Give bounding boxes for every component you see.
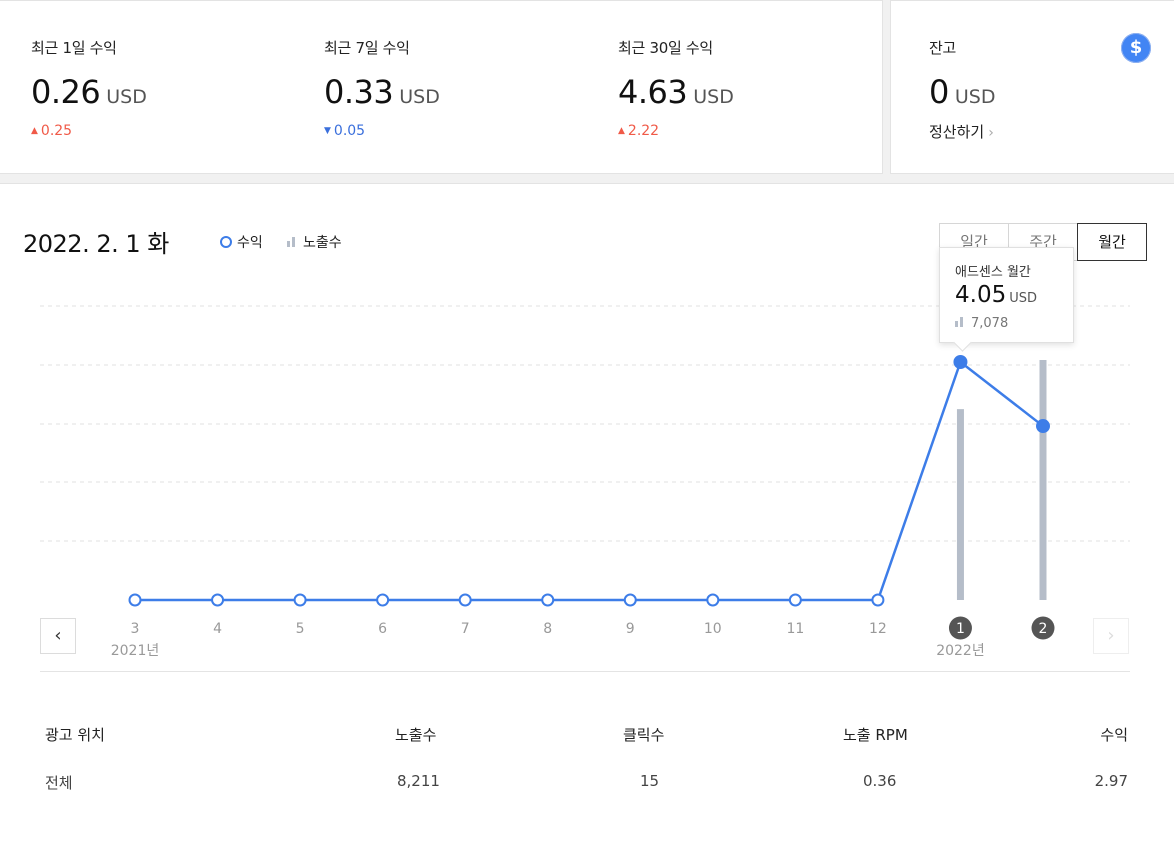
legend-revenue-label: 수익 — [237, 235, 263, 251]
stat-unit: USD — [693, 86, 734, 108]
tick-highlight — [1031, 616, 1055, 640]
triangle-down-icon: ▼ — [324, 126, 331, 136]
revenue-point — [871, 593, 885, 607]
prev-period-button[interactable]: ‹ — [40, 618, 76, 654]
stat-1d: 최근 1일 수익 0.26 USD ▲ 0.25 — [31, 37, 147, 139]
tooltip-impressions-value: 7,078 — [971, 316, 1009, 331]
circle-icon — [220, 236, 232, 248]
table-header-placement: 광고 위치 — [45, 726, 105, 744]
revenue-point — [1036, 419, 1050, 434]
revenue-point — [706, 593, 720, 607]
tooltip-title: 애드센스 월간 — [955, 265, 1031, 280]
x-tick-label: 9 — [626, 621, 635, 637]
stats-card: 최근 1일 수익 0.26 USD ▲ 0.25 최근 7일 수익 0.33 USD … — [0, 0, 883, 174]
revenue-point — [211, 593, 225, 607]
triangle-up-icon: ▲ — [618, 126, 625, 136]
chevron-right-icon: › — [1107, 625, 1115, 646]
revenue-point — [458, 593, 472, 607]
stat-change: ▼ 0.05 — [324, 123, 365, 139]
stat-value: 4.63 USD — [618, 73, 734, 111]
table-cell-placement: 전체 — [45, 774, 73, 792]
impression-bar — [956, 409, 964, 600]
stat-number: 0.33 — [324, 73, 394, 111]
x-tick-label: 8 — [543, 621, 552, 637]
date-title: 2022. 2. 1 화 — [23, 230, 169, 258]
stat-unit: USD — [106, 86, 147, 108]
table-header-rpm: 노출 RPM — [843, 726, 908, 744]
settle-link[interactable]: 정산하기 › — [929, 121, 994, 142]
table-cell-clicks: 15 — [640, 772, 660, 790]
tooltip-number: 4.05 — [955, 282, 1007, 308]
impression-bar — [1039, 360, 1047, 600]
x-tick-label: 1 — [956, 621, 965, 637]
revenue-point — [623, 593, 637, 607]
balance-card: 잔고 0 USD $ 정산하기 › — [890, 0, 1174, 174]
legend-impressions-label: 노출수 — [303, 235, 342, 251]
x-tick-label: 12 — [869, 621, 887, 637]
table-cell-rpm: 0.36 — [863, 772, 897, 790]
table-header-revenue: 수익 — [1100, 726, 1128, 744]
stat-30d: 최근 30일 수익 4.63 USD ▲ 2.22 — [618, 37, 734, 139]
table-header-impressions: 노출수 — [395, 726, 437, 744]
stat-label: 최근 7일 수익 — [324, 39, 410, 57]
stat-label: 최근 1일 수익 — [31, 39, 117, 57]
table-cell-impressions: 8,211 — [397, 772, 440, 790]
table-cell-revenue: 2.97 — [1094, 772, 1128, 790]
stat-change-value: 0.25 — [40, 123, 73, 139]
chevron-right-icon: › — [988, 125, 994, 141]
balance-value: 0 USD — [929, 73, 995, 111]
balance-unit: USD — [954, 86, 996, 108]
legend-impressions[interactable]: 노출수 — [287, 232, 342, 252]
chart-card: 2022. 2. 1 화 수익 노출수 일간 주간 월간 3 4 5 6 7 8 9 10 11… — [0, 183, 1174, 843]
chart-tooltip: 애드센스 월간 4.05 USD 7,078 — [939, 247, 1074, 343]
tooltip-impressions: 7,078 — [955, 316, 1008, 331]
year-label: 2021년 — [111, 643, 160, 659]
x-tick-label: 5 — [296, 621, 305, 637]
tooltip-unit: USD — [1009, 291, 1037, 306]
balance-label: 잔고 — [929, 39, 957, 57]
table-header-clicks: 클릭수 — [623, 726, 665, 744]
stat-value: 0.26 USD — [31, 73, 147, 111]
revenue-point — [376, 593, 390, 607]
tick-highlight — [948, 616, 972, 640]
revenue-line — [135, 360, 1044, 602]
x-tick-label: 3 — [131, 621, 140, 637]
tooltip-value: 4.05 USD — [955, 282, 1037, 308]
x-tick-label: 4 — [213, 621, 222, 637]
stat-label: 최근 30일 수익 — [618, 39, 713, 57]
x-tick-label: 2 — [1039, 621, 1048, 637]
bar-chart-icon — [287, 236, 297, 247]
triangle-up-icon: ▲ — [31, 126, 38, 136]
revenue-point — [541, 593, 555, 607]
bar-chart-icon — [955, 317, 965, 327]
stat-change: ▲ 0.25 — [31, 123, 72, 139]
dollar-icon: $ — [1121, 33, 1151, 63]
balance-number: 0 — [929, 73, 949, 111]
x-tick-label: 7 — [461, 621, 470, 637]
stat-change: ▲ 2.22 — [618, 123, 659, 139]
revenue-point — [293, 593, 307, 607]
year-label: 2022년 — [936, 643, 985, 659]
divider — [40, 671, 1130, 672]
stat-number: 0.26 — [31, 73, 101, 111]
stat-number: 4.63 — [618, 73, 688, 111]
settle-label: 정산하기 — [929, 123, 985, 141]
stat-change-value: 0.05 — [333, 123, 366, 139]
stat-change-value: 2.22 — [627, 123, 660, 139]
x-tick-label: 10 — [704, 621, 722, 637]
stat-unit: USD — [399, 86, 440, 108]
x-tick-label: 6 — [378, 621, 387, 637]
revenue-point — [128, 593, 142, 607]
tab-monthly[interactable]: 월간 — [1077, 223, 1147, 261]
stat-7d: 최근 7일 수익 0.33 USD ▼ 0.05 — [324, 37, 440, 139]
revenue-point — [788, 593, 802, 607]
legend-revenue[interactable]: 수익 — [220, 232, 263, 252]
balance: 잔고 0 USD — [929, 37, 995, 111]
x-tick-label: 11 — [786, 621, 804, 637]
chevron-left-icon: ‹ — [54, 625, 62, 646]
next-period-button[interactable]: › — [1093, 618, 1129, 654]
revenue-point — [953, 355, 968, 369]
stat-value: 0.33 USD — [324, 73, 440, 111]
